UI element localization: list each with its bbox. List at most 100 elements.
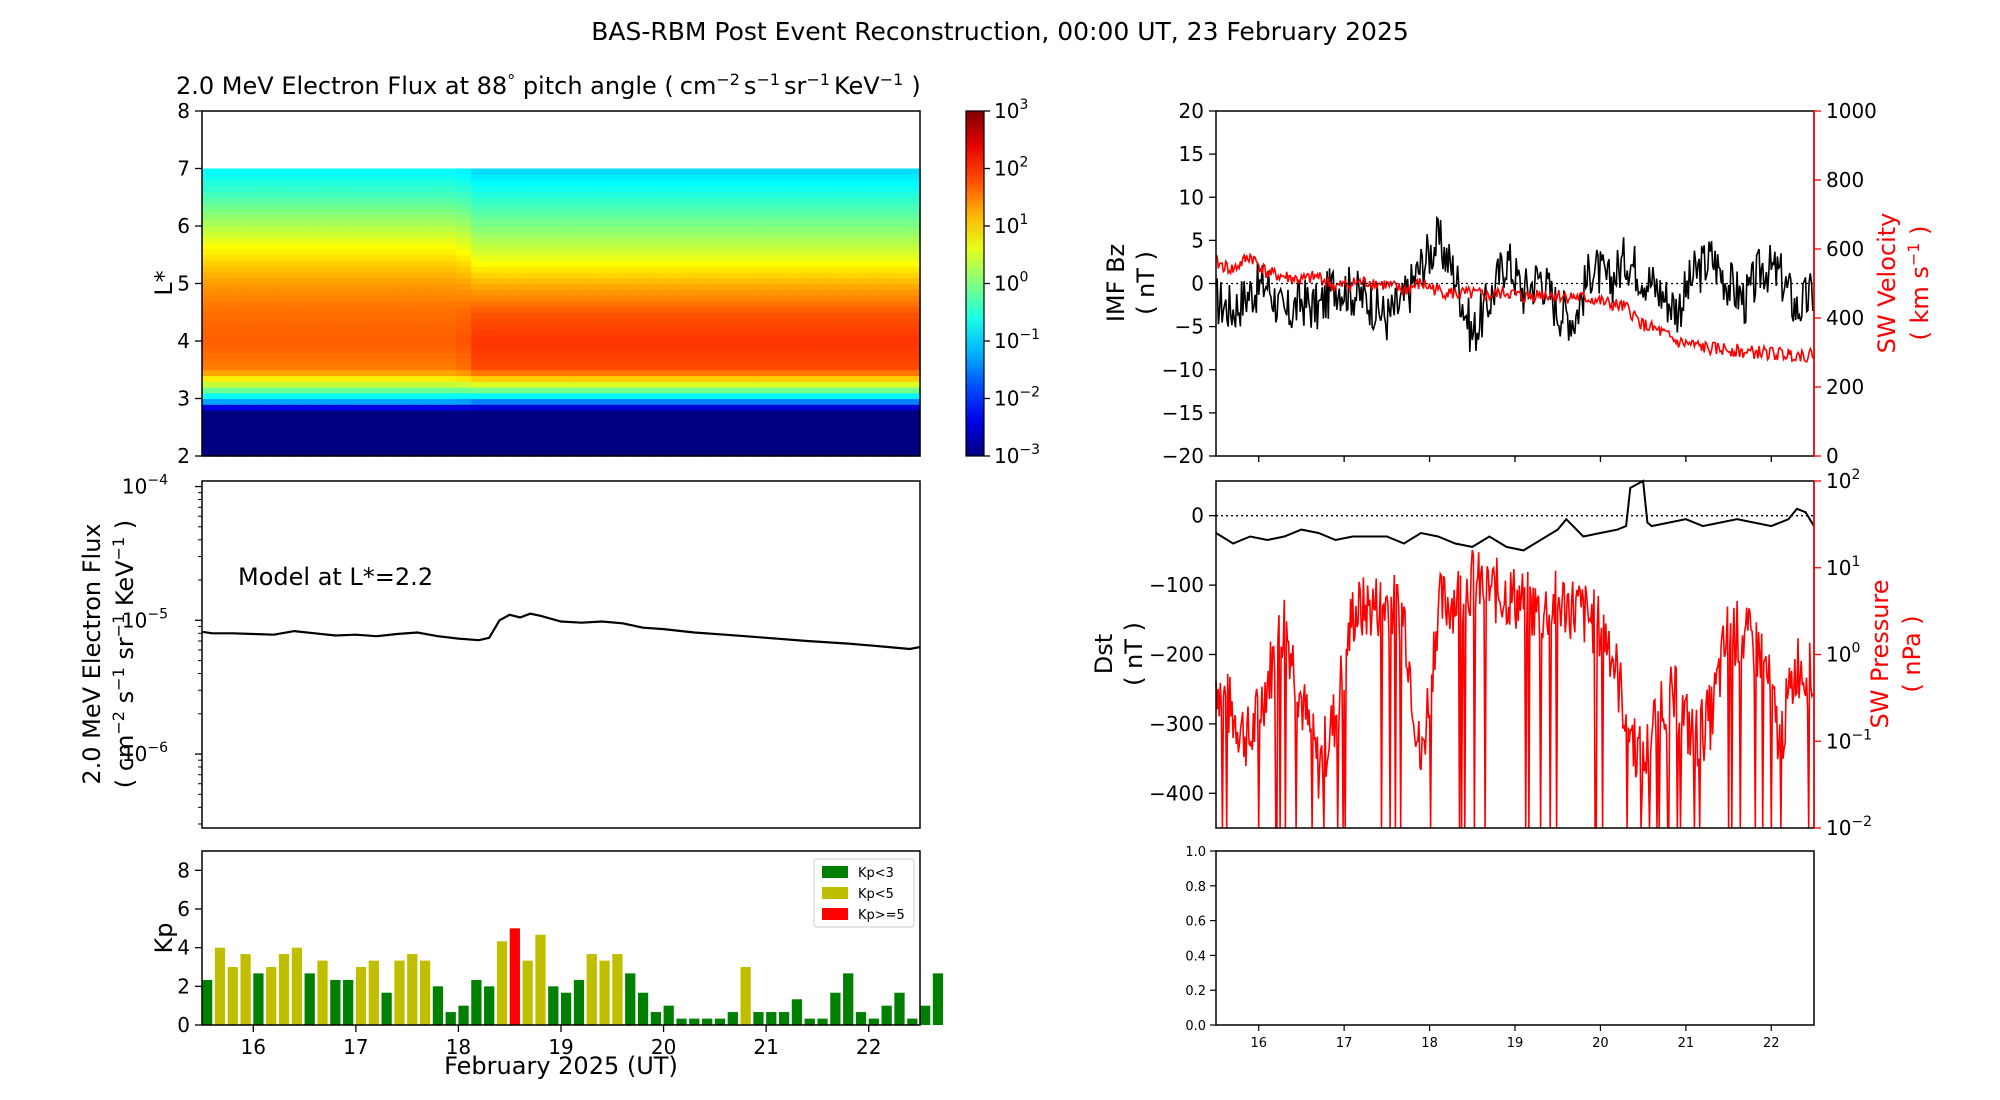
heatmap-cell bbox=[516, 415, 532, 423]
heatmap-cell bbox=[860, 272, 876, 279]
heatmap-cell bbox=[605, 369, 622, 377]
heatmap-cell bbox=[531, 387, 547, 394]
heatmap-cell bbox=[306, 295, 323, 302]
heatmap-cell bbox=[725, 220, 742, 227]
heatmap-cell bbox=[725, 323, 742, 331]
heatmap-cell bbox=[351, 335, 368, 342]
heatmap-cell bbox=[875, 318, 891, 325]
heatmap-cell bbox=[605, 306, 622, 313]
heatmap-cell bbox=[246, 174, 263, 181]
heatmap-cell bbox=[381, 266, 398, 273]
heatmap-cell bbox=[905, 266, 921, 273]
heatmap-cell bbox=[202, 329, 218, 336]
heatmap-ytick-label: 7 bbox=[177, 157, 190, 181]
heatmap-cell bbox=[650, 323, 667, 331]
heatmap-cell bbox=[635, 272, 652, 279]
heatmap-cell bbox=[650, 180, 667, 187]
heatmap-cell bbox=[261, 300, 278, 308]
heatmap-cell bbox=[800, 421, 816, 428]
heatmap-cell bbox=[202, 341, 218, 348]
heatmap-cell bbox=[441, 392, 457, 400]
heatmap-cell bbox=[366, 249, 383, 256]
heatmap-cell bbox=[830, 283, 846, 290]
heatmap-cell bbox=[336, 404, 353, 411]
heatmap-cell bbox=[456, 231, 472, 239]
heatmap-cell bbox=[561, 329, 577, 336]
heatmap-cell bbox=[381, 203, 398, 210]
heatmap-cell bbox=[501, 375, 517, 382]
heatmap-cell bbox=[261, 398, 278, 405]
heatmap-cell bbox=[740, 358, 757, 365]
heatmap-cell bbox=[620, 392, 637, 400]
heatmap-cell bbox=[620, 243, 637, 250]
heatmap-cell bbox=[650, 375, 667, 382]
heatmap-cell bbox=[590, 208, 607, 216]
heatmap-cell bbox=[650, 381, 667, 388]
heatmap-cell bbox=[710, 318, 727, 325]
heatmap-cell bbox=[336, 197, 353, 204]
heatmap-cell bbox=[306, 318, 323, 325]
heatmap-cell bbox=[246, 266, 263, 273]
heatmap-cell bbox=[890, 272, 906, 279]
heatmap-cell bbox=[905, 277, 921, 285]
heatmap-cell bbox=[471, 415, 487, 423]
heatmap-cell bbox=[725, 208, 742, 216]
heatmap-cell bbox=[725, 392, 742, 400]
heatmap-cell bbox=[546, 283, 562, 290]
heatmap-cell bbox=[231, 260, 248, 267]
heatmap-cell bbox=[351, 185, 368, 193]
empty-ytick-label: 0.0 bbox=[1185, 1019, 1206, 1034]
heatmap-cell bbox=[725, 185, 742, 193]
heatmap-cell bbox=[321, 410, 338, 417]
heatmap-cell bbox=[800, 415, 816, 423]
heatmap-cell bbox=[366, 254, 383, 262]
heatmap-cell bbox=[426, 450, 442, 457]
heatmap-cell bbox=[471, 168, 487, 175]
heatmap-cell bbox=[561, 272, 577, 279]
heatmap-cell bbox=[785, 392, 801, 400]
heatmap-cell bbox=[531, 214, 547, 221]
heatmap-cell bbox=[875, 203, 891, 210]
heatmap-cell bbox=[486, 283, 502, 290]
heatmap-cell bbox=[695, 375, 712, 382]
heatmap-cell bbox=[785, 427, 801, 434]
heatmap-cell bbox=[815, 433, 831, 440]
heatmap-cell bbox=[531, 346, 547, 354]
heatmap-cell bbox=[815, 381, 831, 388]
heatmap-cell bbox=[800, 254, 816, 262]
heatmap-cell bbox=[411, 450, 427, 457]
heatmap-cell bbox=[336, 415, 353, 423]
heatmap-cell bbox=[590, 231, 607, 239]
heatmap-cell bbox=[561, 266, 577, 273]
heatmap-cell bbox=[635, 203, 652, 210]
heatmap-cell bbox=[366, 174, 383, 181]
heatmap-cell bbox=[306, 404, 323, 411]
heatmap-cell bbox=[426, 289, 442, 296]
heatmap-cell bbox=[411, 387, 427, 394]
heatmap-cell bbox=[231, 277, 248, 285]
heatmap-cell bbox=[366, 450, 383, 457]
heatmap-cell bbox=[366, 214, 383, 221]
heatmap-cell bbox=[740, 226, 757, 233]
heatmap-cell bbox=[441, 174, 457, 181]
heatmap-cell bbox=[740, 203, 757, 210]
heatmap-cell bbox=[456, 323, 472, 331]
heatmap-cell bbox=[531, 208, 547, 216]
heatmap-cell bbox=[710, 214, 727, 221]
heatmap-cell bbox=[860, 220, 876, 227]
heatmap-cell bbox=[291, 208, 308, 216]
heatmap-cell bbox=[665, 214, 682, 221]
heatmap-cell bbox=[411, 231, 427, 239]
heatmap-cell bbox=[486, 410, 502, 417]
heatmap-cell bbox=[216, 404, 233, 411]
heatmap-cell bbox=[830, 277, 846, 285]
heatmap-cell bbox=[905, 243, 921, 250]
heatmap-cell bbox=[471, 208, 487, 216]
heatmap-cell bbox=[710, 375, 727, 382]
heatmap-cell bbox=[321, 214, 338, 221]
heatmap-cell bbox=[202, 203, 218, 210]
heatmap-cell bbox=[456, 450, 472, 457]
heatmap-cell bbox=[531, 329, 547, 336]
heatmap-cell bbox=[605, 438, 622, 446]
heatmap-cell bbox=[905, 237, 921, 244]
